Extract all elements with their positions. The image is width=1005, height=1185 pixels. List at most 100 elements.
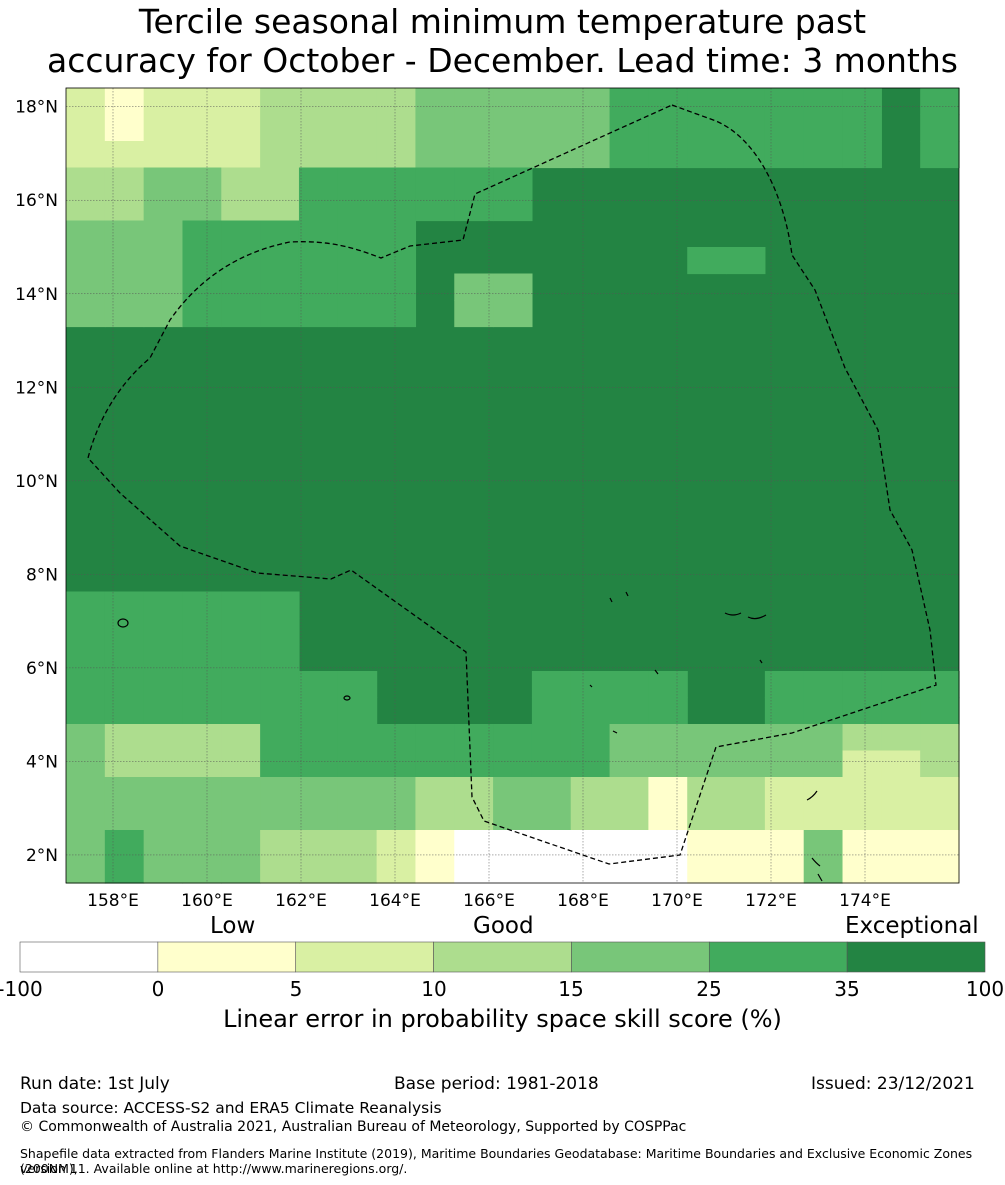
skill-cell (221, 141, 261, 169)
eez-boundary (87, 104, 937, 865)
skill-cell (221, 724, 261, 752)
longitude-label: 160°E (181, 891, 233, 911)
skill-cell (609, 830, 649, 858)
skill-cell (648, 830, 688, 858)
skill-cell (337, 777, 378, 805)
colorbar-tick: 25 (696, 977, 722, 1001)
skill-cell (260, 194, 300, 222)
skill-cell (687, 724, 727, 752)
skill-cell (337, 803, 378, 831)
skill-cell (104, 671, 145, 699)
skill-cell (182, 697, 222, 725)
skill-cell (337, 247, 378, 275)
skill-cell (803, 88, 844, 116)
skill-cell (376, 88, 417, 116)
colorbar-segment (157, 941, 297, 973)
skill-cell (764, 671, 805, 699)
skill-cell (415, 88, 455, 116)
skill-cell (182, 194, 222, 222)
skill-cell (104, 750, 145, 778)
skill-cell (803, 856, 844, 884)
skill-cell (143, 114, 184, 142)
latitude-label: 18°N (15, 98, 58, 118)
skill-cell (66, 114, 106, 142)
skill-cell (337, 671, 378, 699)
skill-cell (182, 300, 222, 328)
skill-cell (920, 114, 960, 142)
skill-cell (415, 141, 455, 169)
skill-cell (764, 114, 805, 142)
skill-cell (531, 141, 572, 169)
skill-cell (298, 671, 339, 699)
skill-cell (803, 697, 844, 725)
colorbar-tick: 5 (289, 977, 303, 1001)
skill-cell (104, 591, 145, 619)
skill-cell (415, 803, 455, 831)
skill-cell (803, 750, 844, 778)
skill-cell (104, 803, 145, 831)
skill-cell (803, 803, 844, 831)
skill-cell (881, 697, 921, 725)
skill-cell (143, 273, 184, 301)
skill-cell (531, 830, 572, 858)
skill-cell (298, 300, 339, 328)
skill-cell (298, 750, 339, 778)
skill-cell (298, 777, 339, 805)
skill-cell (609, 750, 649, 778)
colorbar (19, 941, 986, 973)
skill-cell (260, 114, 300, 142)
skill-cell (260, 856, 300, 884)
longitude-label: 164°E (369, 891, 421, 911)
skill-cell (182, 644, 222, 672)
skill-cell (143, 644, 184, 672)
skill-cell (104, 247, 145, 275)
skill-cell (143, 830, 184, 858)
skill-cell (182, 724, 222, 752)
skill-cell (609, 671, 649, 699)
colorbar-label-exceptional: Exceptional (845, 913, 979, 939)
skill-cell (260, 830, 300, 858)
skill-cell (221, 220, 261, 248)
skill-cell (648, 750, 688, 778)
skill-cell (842, 803, 882, 831)
skill-cell (221, 167, 261, 195)
skill-cell (376, 300, 417, 328)
skill-cell (376, 856, 417, 884)
skill-cell (454, 141, 494, 169)
colorbar-segment (295, 941, 434, 973)
skill-cell (570, 856, 611, 884)
longitude-labels: 158°E 160°E 162°E 164°E 166°E 168°E 170°E 172°E… (87, 891, 891, 911)
skill-cell (104, 856, 145, 884)
skill-cell (104, 220, 145, 248)
skill-cell (570, 697, 611, 725)
skill-cell (726, 141, 766, 169)
skill-cell (260, 247, 300, 275)
skill-cell (182, 591, 222, 619)
skill-cell (881, 750, 921, 778)
skill-cell (298, 88, 339, 116)
skill-cell (842, 777, 882, 805)
skill-cell (298, 247, 339, 275)
skill-cell (66, 247, 106, 275)
skill-cell (260, 724, 300, 752)
run-date: Run date: 1st July (20, 1074, 170, 1094)
skill-cell (920, 671, 960, 699)
skill-cell (726, 88, 766, 116)
latitude-label: 2°N (26, 846, 58, 866)
skill-cell (66, 777, 106, 805)
skill-cell (493, 273, 533, 301)
skill-cell (415, 167, 455, 195)
skill-cell (493, 141, 533, 169)
skill-cell (260, 167, 300, 195)
skill-cell (298, 724, 339, 752)
latitude-label: 14°N (15, 285, 58, 305)
skill-cell (531, 777, 572, 805)
skill-cell (454, 114, 494, 142)
latitude-label: 16°N (15, 191, 58, 211)
skill-cell (143, 803, 184, 831)
skill-cell (376, 194, 417, 222)
skill-cell (842, 88, 882, 116)
skill-cell (260, 300, 300, 328)
skill-cell (221, 194, 261, 222)
islands (117, 591, 823, 882)
